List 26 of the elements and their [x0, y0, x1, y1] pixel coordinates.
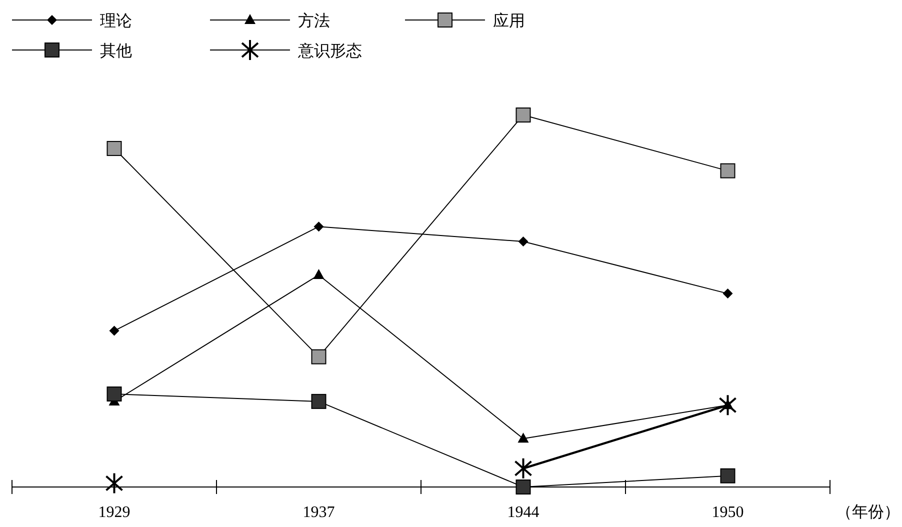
point	[518, 432, 529, 443]
x-tick-label: 1937	[302, 504, 335, 521]
point	[313, 268, 324, 279]
x-axis-title: （年份）	[836, 504, 900, 521]
legend-label: 意识形态	[297, 42, 362, 60]
legend-label: 理论	[100, 13, 132, 30]
point	[106, 386, 122, 402]
point	[516, 480, 531, 494]
legend-label: 方法	[298, 12, 330, 30]
point	[311, 394, 326, 409]
point	[106, 140, 122, 156]
point	[720, 468, 736, 484]
x-tick-label: 1929	[98, 504, 130, 521]
x-tick-label: 1950	[712, 504, 744, 521]
legend-label: 其他	[100, 42, 132, 60]
point	[514, 457, 532, 480]
point	[720, 163, 736, 178]
point	[311, 349, 326, 364]
point	[722, 288, 733, 299]
x-tick-label: 1944	[507, 504, 540, 521]
legend-label: 应用	[493, 12, 525, 30]
point	[314, 222, 324, 232]
point	[109, 326, 120, 336]
point	[516, 108, 531, 122]
point	[105, 472, 124, 494]
point	[518, 236, 528, 246]
